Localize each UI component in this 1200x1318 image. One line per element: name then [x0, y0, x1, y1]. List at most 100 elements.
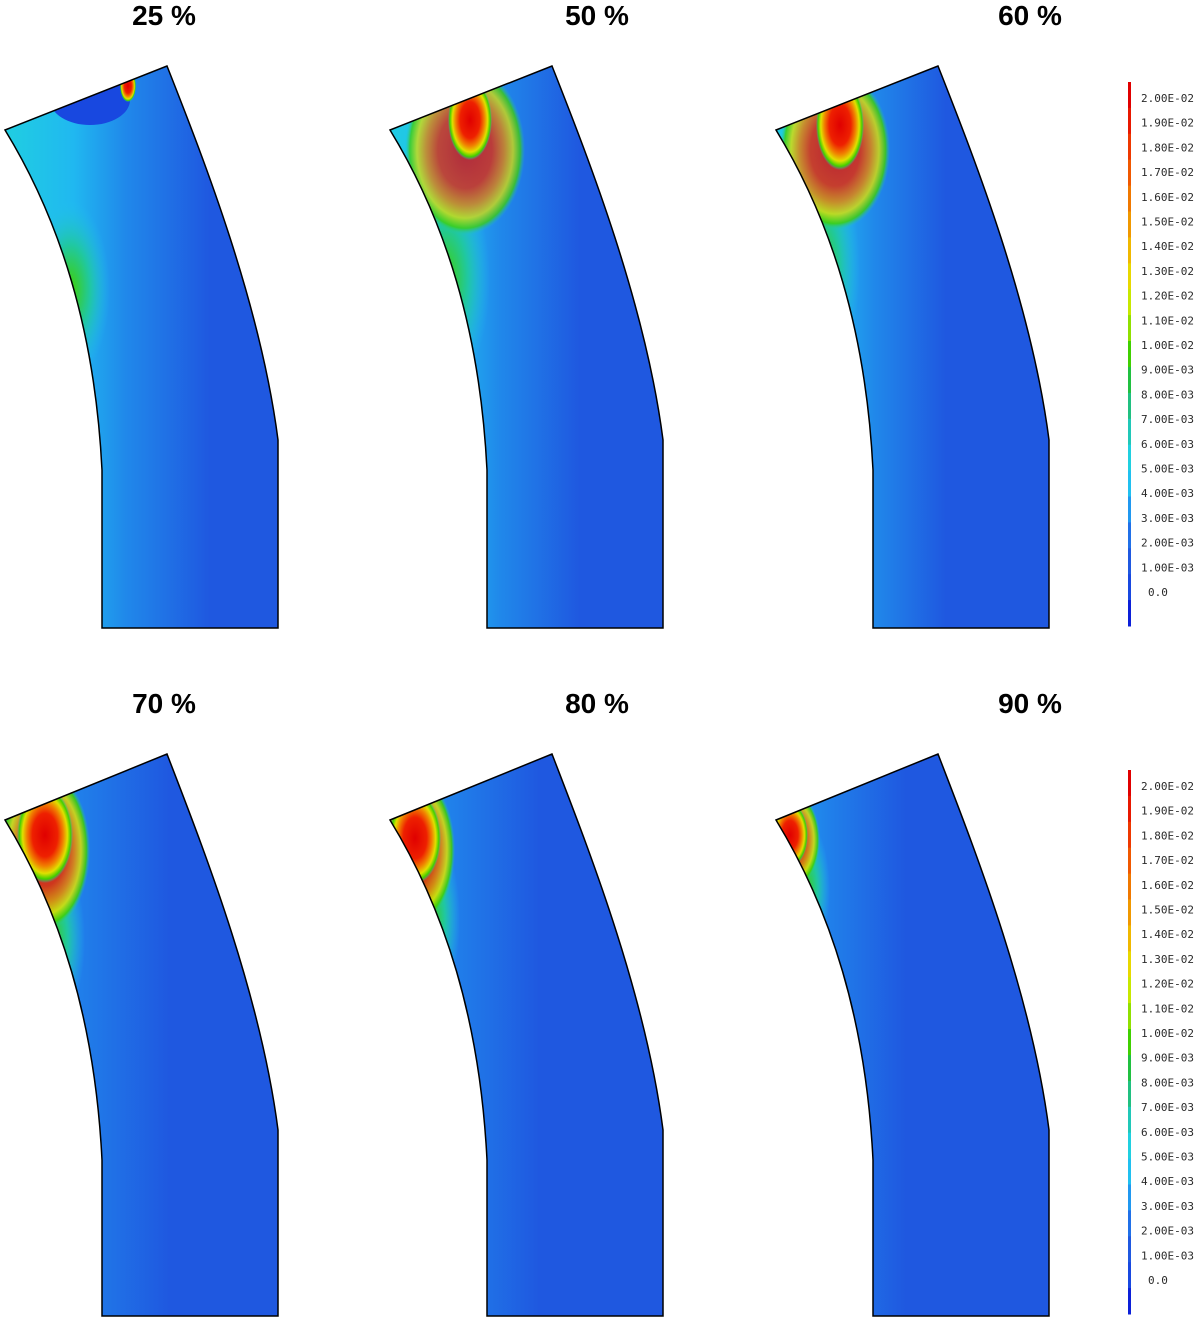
legend-label: 1.60E-02: [1141, 191, 1194, 204]
legend-label: 0.0: [1148, 586, 1168, 599]
legend-swatch: [1128, 237, 1131, 264]
legend-swatch: [1128, 1106, 1131, 1134]
legend-swatch: [1128, 133, 1131, 161]
legend-swatch: [1128, 392, 1131, 420]
legend-swatch: [1128, 548, 1131, 575]
panel-title-90: 90 %: [998, 688, 1062, 719]
legend-label: 5.00E-03: [1141, 1151, 1194, 1164]
contour-panel-25: [5, 66, 278, 628]
legend-label: 7.00E-03: [1141, 1101, 1194, 1114]
legend-label: 6.00E-03: [1141, 1126, 1194, 1139]
legend-swatch: [1128, 211, 1131, 238]
contour-panel-60: [776, 66, 1049, 628]
legend-swatch: [1128, 263, 1131, 290]
legend-label: 1.80E-02: [1141, 829, 1194, 842]
legend-label: 6.00E-03: [1141, 438, 1194, 451]
legend-swatch: [1128, 444, 1131, 472]
legend-swatch: [1128, 315, 1131, 342]
legend-swatch: [1128, 1132, 1131, 1160]
legend-swatch: [1128, 873, 1131, 900]
legend-label: 5.00E-03: [1141, 463, 1194, 476]
legend-label: 1.30E-02: [1141, 265, 1194, 278]
legend-label: 1.70E-02: [1141, 166, 1194, 179]
contour-panel-70: [5, 754, 278, 1316]
legend-label: 1.10E-02: [1141, 1002, 1194, 1015]
legend-swatch: [1128, 951, 1131, 978]
legend-label: 1.20E-02: [1141, 290, 1194, 303]
legend-swatch: [1128, 925, 1131, 952]
legend-label: 2.00E-03: [1141, 537, 1194, 550]
legend-label: 0.0: [1148, 1274, 1168, 1287]
legend-label: 1.00E-03: [1141, 561, 1194, 574]
legend-label: 9.00E-03: [1141, 364, 1194, 377]
legend-swatch: [1128, 159, 1131, 187]
legend-swatch: [1128, 418, 1131, 446]
legend-label: 1.10E-02: [1141, 314, 1194, 327]
panel-title-80: 80 %: [565, 688, 629, 719]
legend-swatch: [1128, 1080, 1131, 1108]
color-legend-bottom: 2.00E-02 1.90E-02 1.80E-02 1.70E-02 1.60E-02…: [1128, 770, 1194, 1315]
contour-panel-80: [390, 754, 663, 1316]
legend-label: 8.00E-03: [1141, 1076, 1194, 1089]
color-legend-top: 2.00E-02 1.90E-02 1.80E-02 1.70E-02 1.60E-02…: [1128, 82, 1194, 627]
legend-swatch: [1128, 1210, 1131, 1237]
legend-label: 1.50E-02: [1141, 904, 1194, 917]
outline-panel-50: [388, 65, 664, 629]
panel-title-25: 25 %: [132, 0, 196, 31]
legend-label: 1.00E-03: [1141, 1249, 1194, 1262]
legend-swatch: [1128, 847, 1131, 875]
legend-swatch: [1128, 82, 1131, 109]
legend-label: 8.00E-03: [1141, 388, 1194, 401]
outline-panel-70: [3, 753, 279, 1317]
legend-label: 1.40E-02: [1141, 240, 1194, 253]
legend-label: 1.70E-02: [1141, 854, 1194, 867]
legend-label: 1.40E-02: [1141, 928, 1194, 941]
legend-label: 4.00E-03: [1141, 487, 1194, 500]
contour-panel-50: [390, 66, 663, 628]
legend-swatch: [1128, 770, 1131, 797]
panel-title-50: 50 %: [565, 0, 629, 31]
contour-panel-90: [776, 754, 1049, 1316]
legend-label: 3.00E-03: [1141, 1200, 1194, 1213]
legend-swatch: [1128, 574, 1131, 601]
legend-label: 3.00E-03: [1141, 512, 1194, 525]
legend-swatch: [1128, 185, 1131, 212]
legend-label: 1.20E-02: [1141, 978, 1194, 991]
legend-label: 1.00E-02: [1141, 339, 1194, 352]
legend-label: 9.00E-03: [1141, 1052, 1194, 1065]
legend-swatch: [1128, 341, 1131, 368]
legend-label: 2.00E-02: [1141, 92, 1194, 105]
legend-label: 1.80E-02: [1141, 141, 1194, 154]
legend-swatch: [1128, 795, 1131, 823]
outline-panel-90: [774, 753, 1050, 1317]
legend-label: 1.90E-02: [1141, 805, 1194, 818]
legend-swatch: [1128, 1262, 1131, 1289]
outline-panel-80: [388, 753, 664, 1317]
legend-swatch: [1128, 1055, 1131, 1082]
legend-label: 1.50E-02: [1141, 216, 1194, 229]
legend-swatch: [1128, 1003, 1131, 1030]
legend-swatch: [1128, 289, 1131, 316]
outline-panel-25: [3, 65, 279, 629]
legend-label: 2.00E-02: [1141, 780, 1194, 793]
legend-label: 4.00E-03: [1141, 1175, 1194, 1188]
legend-swatch: [1128, 1029, 1131, 1056]
legend-swatch: [1128, 899, 1131, 926]
legend-label: 1.30E-02: [1141, 953, 1194, 966]
legend-swatch: [1128, 107, 1131, 135]
legend-swatch: [1128, 470, 1131, 497]
legend-swatch: [1128, 821, 1131, 849]
legend-swatch: [1128, 1288, 1131, 1315]
legend-label: 7.00E-03: [1141, 413, 1194, 426]
legend-swatch: [1128, 367, 1131, 394]
panel-title-70: 70 %: [132, 688, 196, 719]
legend-swatch: [1128, 496, 1131, 523]
legend-label: 1.00E-02: [1141, 1027, 1194, 1040]
outline-panel-60: [774, 65, 1050, 629]
legend-label: 2.00E-03: [1141, 1225, 1194, 1238]
legend-swatch: [1128, 1236, 1131, 1263]
legend-swatch: [1128, 600, 1131, 627]
legend-swatch: [1128, 977, 1131, 1004]
legend-swatch: [1128, 1158, 1131, 1185]
